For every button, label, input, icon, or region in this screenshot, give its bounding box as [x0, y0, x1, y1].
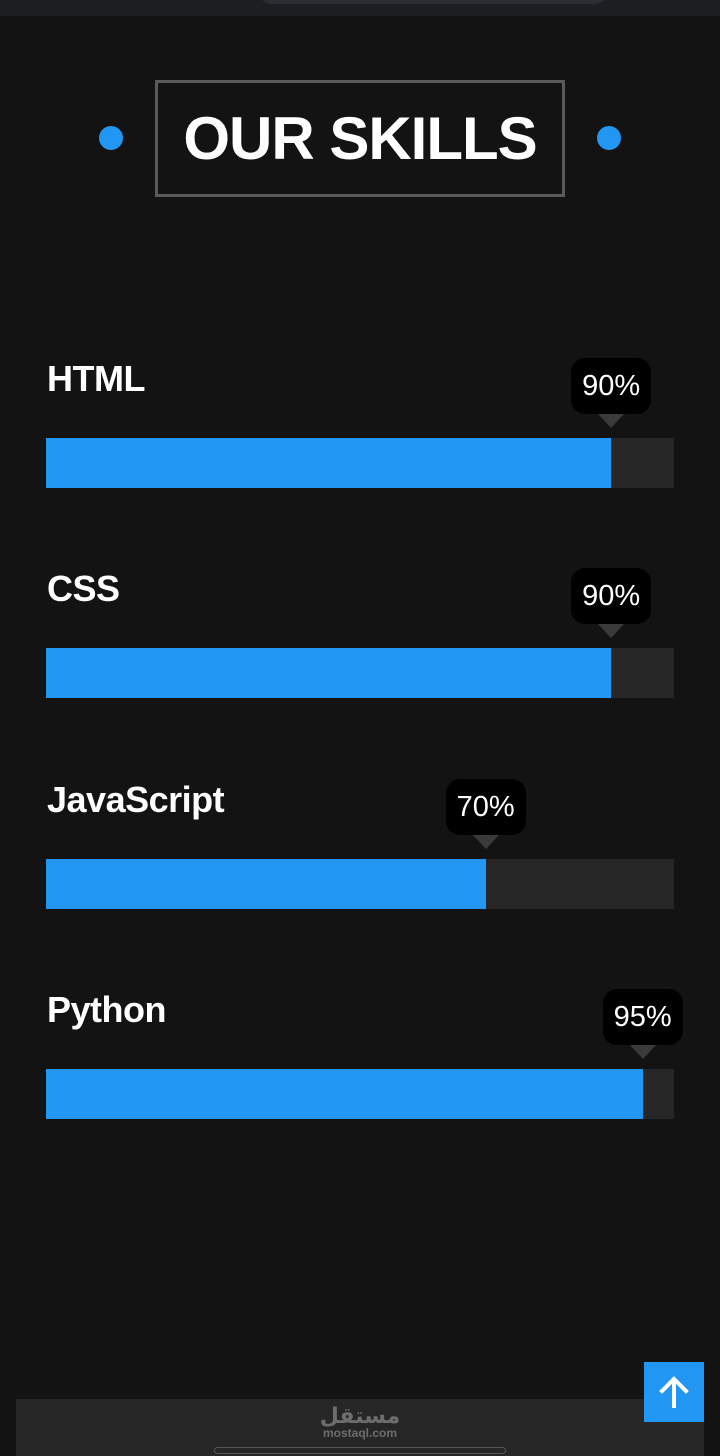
skill-css: CSS 90%: [46, 568, 674, 708]
skill-progress-track: [46, 1069, 674, 1119]
skill-progress-track: [46, 859, 674, 909]
arrow-up-icon: [659, 1376, 689, 1408]
skill-javascript: JavaScript 70%: [46, 779, 674, 919]
skill-html: HTML 90%: [46, 358, 674, 498]
skill-name: JavaScript: [47, 779, 225, 820]
skill-name: Python: [47, 989, 167, 1030]
right-dot-icon: [597, 126, 621, 150]
section-title-box: OUR SKILLS: [155, 80, 565, 197]
skill-progress-fill: [46, 648, 612, 698]
watermark-arabic: مستقل: [319, 1403, 401, 1428]
skill-progress-track: [46, 648, 674, 698]
scroll-to-top-button[interactable]: [644, 1362, 704, 1422]
skill-progress-track: [46, 438, 674, 488]
home-indicator: [214, 1447, 506, 1454]
left-dot-icon: [99, 126, 123, 150]
watermark-domain: mostaql.com: [322, 1426, 397, 1440]
watermark-logo: مستقل mostaql.com: [16, 1403, 704, 1440]
top-bar: [0, 0, 720, 16]
skill-name: CSS: [47, 568, 120, 609]
skill-progress-fill: [46, 859, 486, 909]
skill-percent-tooltip: 70%: [445, 779, 526, 835]
skill-percent-tooltip: 90%: [571, 358, 652, 414]
skill-python: Python 95%: [46, 989, 683, 1129]
section-title: OUR SKILLS: [183, 105, 537, 172]
skill-percent-tooltip: 90%: [571, 568, 652, 624]
top-pill: [258, 0, 608, 4]
skill-percent-tooltip: 95%: [602, 989, 683, 1045]
footer: مستقل mostaql.com: [16, 1399, 704, 1456]
skill-progress-fill: [46, 438, 612, 488]
skill-name: HTML: [47, 358, 145, 399]
section-header: OUR SKILLS: [0, 80, 720, 197]
skill-progress-fill: [46, 1069, 643, 1119]
